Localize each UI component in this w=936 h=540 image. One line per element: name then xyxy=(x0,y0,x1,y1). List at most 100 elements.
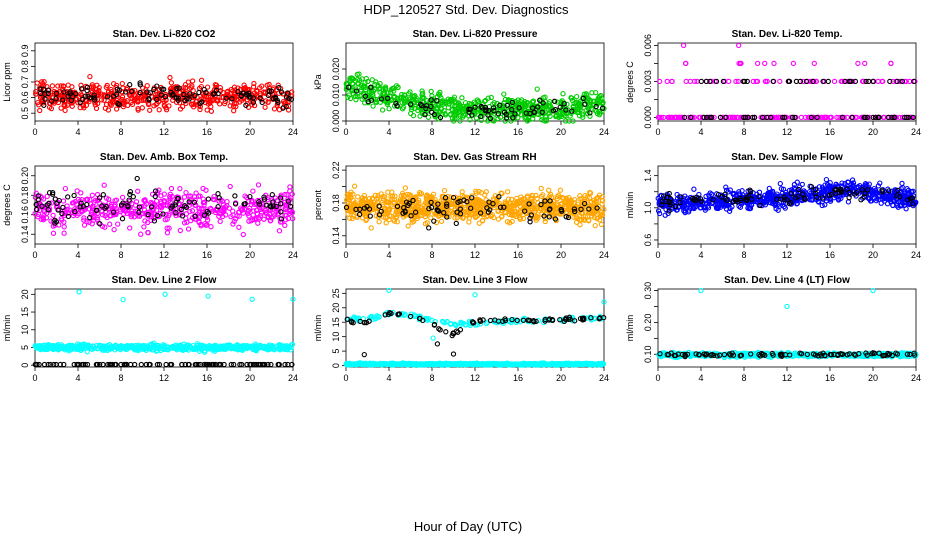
data-point xyxy=(346,84,352,90)
data-point xyxy=(516,105,522,111)
data-point xyxy=(74,361,80,368)
data-point xyxy=(567,113,573,119)
data-point xyxy=(113,106,120,112)
data-point xyxy=(727,205,733,212)
data-point xyxy=(692,196,698,202)
data-point xyxy=(33,206,40,213)
data-point xyxy=(466,100,472,107)
data-point xyxy=(175,97,181,103)
data-point xyxy=(769,191,775,198)
data-point xyxy=(186,96,192,102)
data-point xyxy=(867,192,873,198)
data-point xyxy=(228,213,234,220)
data-point xyxy=(814,194,820,200)
x-tick-label: 4 xyxy=(75,250,80,260)
data-point xyxy=(547,113,553,119)
data-point xyxy=(655,208,662,214)
data-point xyxy=(399,106,406,112)
data-point xyxy=(204,84,211,90)
data-points xyxy=(343,183,607,231)
data-point xyxy=(82,361,88,368)
data-point xyxy=(125,204,131,210)
data-point xyxy=(207,345,213,351)
data-point xyxy=(716,203,722,209)
data-point xyxy=(486,199,492,205)
data-point xyxy=(186,199,192,205)
data-point xyxy=(811,60,817,67)
data-point xyxy=(558,207,565,213)
data-point xyxy=(48,200,55,206)
data-point xyxy=(284,192,290,198)
y-tick-label: 0.000 xyxy=(331,110,341,133)
data-point xyxy=(866,78,872,85)
data-point xyxy=(73,96,80,103)
data-point xyxy=(825,78,831,85)
data-point xyxy=(688,114,694,121)
data-point xyxy=(441,210,447,216)
data-point xyxy=(178,206,184,213)
data-point xyxy=(343,80,350,87)
data-point xyxy=(152,188,159,194)
data-point xyxy=(460,105,466,112)
data-point xyxy=(683,78,689,85)
data-point xyxy=(503,115,510,121)
data-point xyxy=(780,114,786,121)
data-point xyxy=(179,361,185,368)
data-point xyxy=(878,200,884,206)
data-point xyxy=(886,193,892,199)
x-tick-label: 4 xyxy=(386,127,391,137)
y-tick-label: 0.16 xyxy=(20,206,30,224)
data-point xyxy=(69,200,76,206)
y-tick-label: 0.14 xyxy=(20,225,30,243)
data-point xyxy=(394,209,400,215)
data-point xyxy=(486,107,492,114)
data-point xyxy=(775,201,781,208)
data-point xyxy=(246,90,252,96)
data-point xyxy=(138,231,144,237)
data-point xyxy=(450,118,457,124)
data-point xyxy=(495,216,502,222)
data-point xyxy=(812,187,818,193)
x-tick-label: 16 xyxy=(513,127,523,137)
y-tick-label: 0.020 xyxy=(331,58,341,81)
y-tick-label: 0 xyxy=(331,363,341,368)
data-point xyxy=(784,197,790,203)
y-axis-label: ml/min xyxy=(2,315,12,342)
data-point xyxy=(378,191,384,197)
data-point xyxy=(659,202,665,208)
data-point xyxy=(205,293,211,299)
data-point xyxy=(539,109,545,115)
data-point xyxy=(123,89,129,95)
data-point xyxy=(35,211,42,218)
data-point xyxy=(221,100,228,107)
data-point xyxy=(691,78,698,85)
data-point xyxy=(351,183,358,189)
data-point xyxy=(697,196,704,202)
y-axis-label: percent xyxy=(313,189,323,220)
data-point xyxy=(446,213,452,220)
data-point xyxy=(808,114,814,121)
data-point xyxy=(185,226,192,232)
data-point xyxy=(571,200,578,206)
data-point xyxy=(161,198,167,204)
data-point xyxy=(285,345,292,351)
data-point xyxy=(488,94,494,101)
data-point xyxy=(116,101,122,108)
x-tick-label: 0 xyxy=(343,250,348,260)
data-point xyxy=(457,118,463,124)
y-tick-label: 10 xyxy=(20,325,30,335)
data-point xyxy=(61,89,67,95)
data-point xyxy=(82,93,89,99)
data-point xyxy=(428,199,434,206)
data-point xyxy=(58,105,64,111)
data-point xyxy=(139,105,145,111)
data-point xyxy=(211,196,217,203)
data-point xyxy=(120,296,126,303)
x-tick-label: 20 xyxy=(556,250,566,260)
data-point xyxy=(749,114,756,121)
data-point xyxy=(546,214,552,220)
data-point xyxy=(267,218,273,224)
data-point xyxy=(262,104,268,110)
data-point xyxy=(253,348,259,354)
data-point xyxy=(167,86,174,92)
